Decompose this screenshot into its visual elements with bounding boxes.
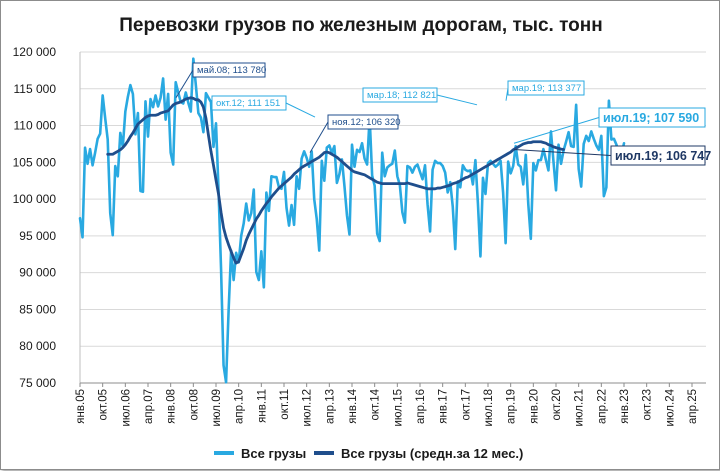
x-tick-label: янв.11 bbox=[256, 389, 268, 423]
annotation-box bbox=[362, 87, 438, 103]
y-tick-label: 105 000 bbox=[13, 155, 57, 169]
x-tick-label: апр.19 bbox=[506, 389, 518, 424]
y-tick-label: 85 000 bbox=[19, 302, 56, 316]
annotation-value: 106 747 bbox=[663, 149, 712, 163]
y-tick-label: 90 000 bbox=[19, 266, 56, 280]
y-axis: 75 000 80 000 85 000 90 000 95 000 100 000 105… bbox=[13, 45, 706, 390]
annotation-box bbox=[327, 114, 399, 130]
legend-label-12m-avg: Все грузы (средн.за 12 мес.) bbox=[341, 446, 523, 461]
x-tick-label: окт.11 bbox=[279, 389, 291, 420]
y-tick-label: 75 000 bbox=[19, 376, 56, 390]
legend-label-all-cargo: Все грузы bbox=[241, 446, 306, 461]
x-tick-label: янв.08 bbox=[166, 389, 178, 424]
x-axis: янв.05 окт.05 июл.06 апр.07 янв.08 окт.08 июл.… bbox=[75, 383, 699, 427]
annotation-date: окт.12; bbox=[216, 98, 245, 109]
x-tick-label: июл.15 bbox=[392, 389, 404, 427]
annotation-leader bbox=[175, 69, 194, 99]
x-tick-label: июл.09 bbox=[211, 389, 223, 427]
x-tick-label: июл.24 bbox=[664, 388, 676, 426]
x-tick-label: апр.13 bbox=[324, 389, 336, 424]
x-tick-label: апр.25 bbox=[687, 389, 699, 424]
annotation-value: 106 320 bbox=[364, 117, 401, 128]
annotation-box bbox=[192, 62, 266, 78]
x-tick-label: янв.17 bbox=[438, 389, 450, 424]
series-line-all-cargo bbox=[78, 57, 626, 384]
annotation-value: 113 377 bbox=[545, 83, 581, 94]
y-tick-label: 120 000 bbox=[13, 45, 57, 59]
x-tick-label: янв.05 bbox=[75, 389, 87, 424]
annotation-box bbox=[610, 145, 706, 166]
y-tick-label: 110 000 bbox=[14, 119, 57, 133]
legend: Все грузы Все грузы (средн.за 12 мес.) bbox=[214, 446, 523, 461]
x-tick-label: окт.20 bbox=[551, 389, 563, 421]
annotation-date: июл.19; bbox=[603, 111, 651, 125]
annotation-label: окт.12; 111 151 bbox=[216, 98, 280, 109]
x-tick-label: окт.05 bbox=[98, 389, 110, 421]
annotation-date: май.08; bbox=[197, 65, 230, 76]
y-tick-label: 115 000 bbox=[14, 82, 57, 96]
x-tick-label: янв.14 bbox=[347, 388, 359, 423]
x-tick-label: июл.06 bbox=[120, 389, 132, 427]
annotation-box bbox=[598, 107, 706, 128]
x-tick-label: июл.18 bbox=[483, 389, 495, 427]
y-tick-label: 80 000 bbox=[19, 339, 56, 353]
annotation-value: 111 151 bbox=[245, 98, 281, 109]
annotation-label: мар.18; 112 821 bbox=[367, 90, 436, 101]
x-tick-label: окт.14 bbox=[370, 388, 382, 420]
x-tick-label: окт.23 bbox=[642, 389, 654, 421]
annotation-date: июл.19; bbox=[615, 149, 663, 163]
x-tick-label: апр.10 bbox=[234, 389, 246, 424]
annotation-leader bbox=[285, 102, 316, 118]
annotation-date: ноя.12; bbox=[332, 117, 364, 128]
y-tick-label: 95 000 bbox=[19, 229, 56, 243]
x-tick-label: янв.20 bbox=[528, 389, 540, 424]
annotation-label: май.08; 113 780 bbox=[197, 65, 266, 76]
x-tick-label: янв.23 bbox=[619, 389, 631, 424]
x-tick-label: окт.17 bbox=[460, 389, 472, 421]
annotation-leader bbox=[309, 121, 329, 153]
annotation-box bbox=[507, 80, 585, 96]
series-line-all-cargo-12m-avg bbox=[106, 96, 565, 265]
x-tick-label: июл.21 bbox=[574, 389, 586, 427]
x-tick-label: апр.22 bbox=[596, 389, 608, 424]
annotation-label: мар.19; 113 377 bbox=[512, 83, 581, 94]
x-tick-label: апр.07 bbox=[143, 389, 155, 424]
annotation-leader bbox=[513, 117, 600, 144]
x-tick-label: июл.12 bbox=[302, 389, 314, 427]
annotation-value: 107 590 bbox=[651, 111, 700, 125]
annotation-label: ноя.12; 106 320 bbox=[332, 117, 401, 128]
series-lines bbox=[78, 57, 626, 384]
chart-title: Перевозки грузов по железным дорогам, ты… bbox=[119, 15, 602, 36]
annotations: май.08; 113 780 окт.12; 111 151 ноя.12; 10… bbox=[175, 62, 711, 166]
x-tick-label: окт.08 bbox=[188, 389, 200, 421]
annotation-label: июл.19; 107 590 bbox=[603, 111, 699, 125]
annotation-date: мар.19; bbox=[512, 83, 545, 94]
annotation-value: 113 780 bbox=[230, 65, 266, 76]
annotation-label: июл.19; 106 747 bbox=[615, 149, 711, 163]
y-tick-label: 100 000 bbox=[13, 192, 57, 206]
annotation-date: мар.18; bbox=[367, 90, 400, 101]
annotation-box bbox=[211, 95, 287, 111]
x-tick-label: апр.16 bbox=[415, 389, 427, 424]
annotation-leader bbox=[513, 148, 612, 156]
annotation-leader bbox=[436, 94, 478, 106]
annotation-value: 112 821 bbox=[400, 90, 436, 101]
